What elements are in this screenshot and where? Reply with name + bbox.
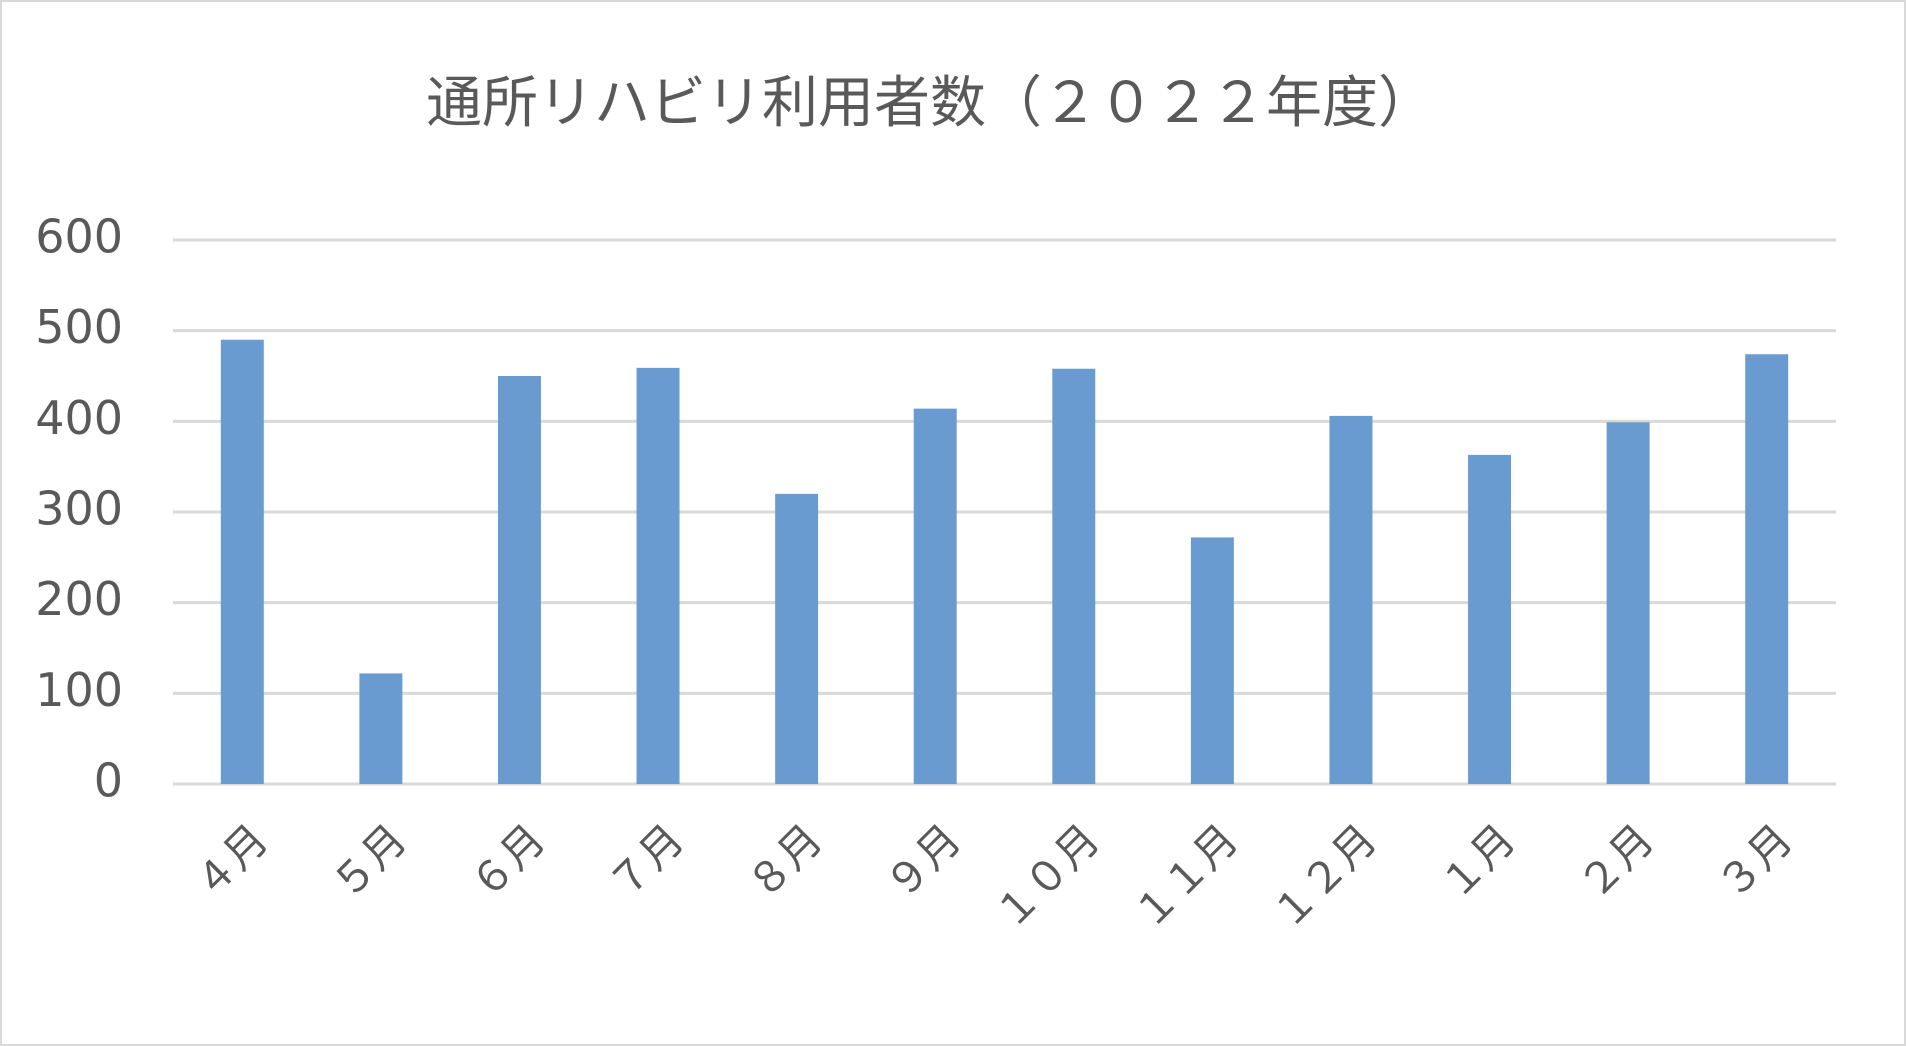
y-tick-label: 200	[35, 572, 123, 626]
bar	[1468, 454, 1512, 784]
bar	[1329, 415, 1373, 784]
chart-title: 通所リハビリ利用者数（２０２２年度）	[426, 71, 1434, 136]
bar	[1745, 354, 1789, 784]
y-tick-label: 600	[35, 210, 123, 264]
bar	[636, 367, 680, 784]
y-tick-label: 500	[35, 300, 123, 354]
y-tick-label: 0	[94, 754, 123, 808]
bar	[1052, 368, 1096, 784]
bar	[220, 339, 264, 784]
y-tick-label: 100	[35, 663, 123, 717]
bar	[1190, 537, 1234, 784]
y-tick-label: 400	[35, 391, 123, 445]
bar	[497, 376, 541, 784]
bar	[359, 673, 403, 784]
bar	[913, 408, 957, 784]
y-tick-label: 300	[35, 482, 123, 536]
bar	[1606, 422, 1650, 784]
bar	[775, 493, 819, 784]
